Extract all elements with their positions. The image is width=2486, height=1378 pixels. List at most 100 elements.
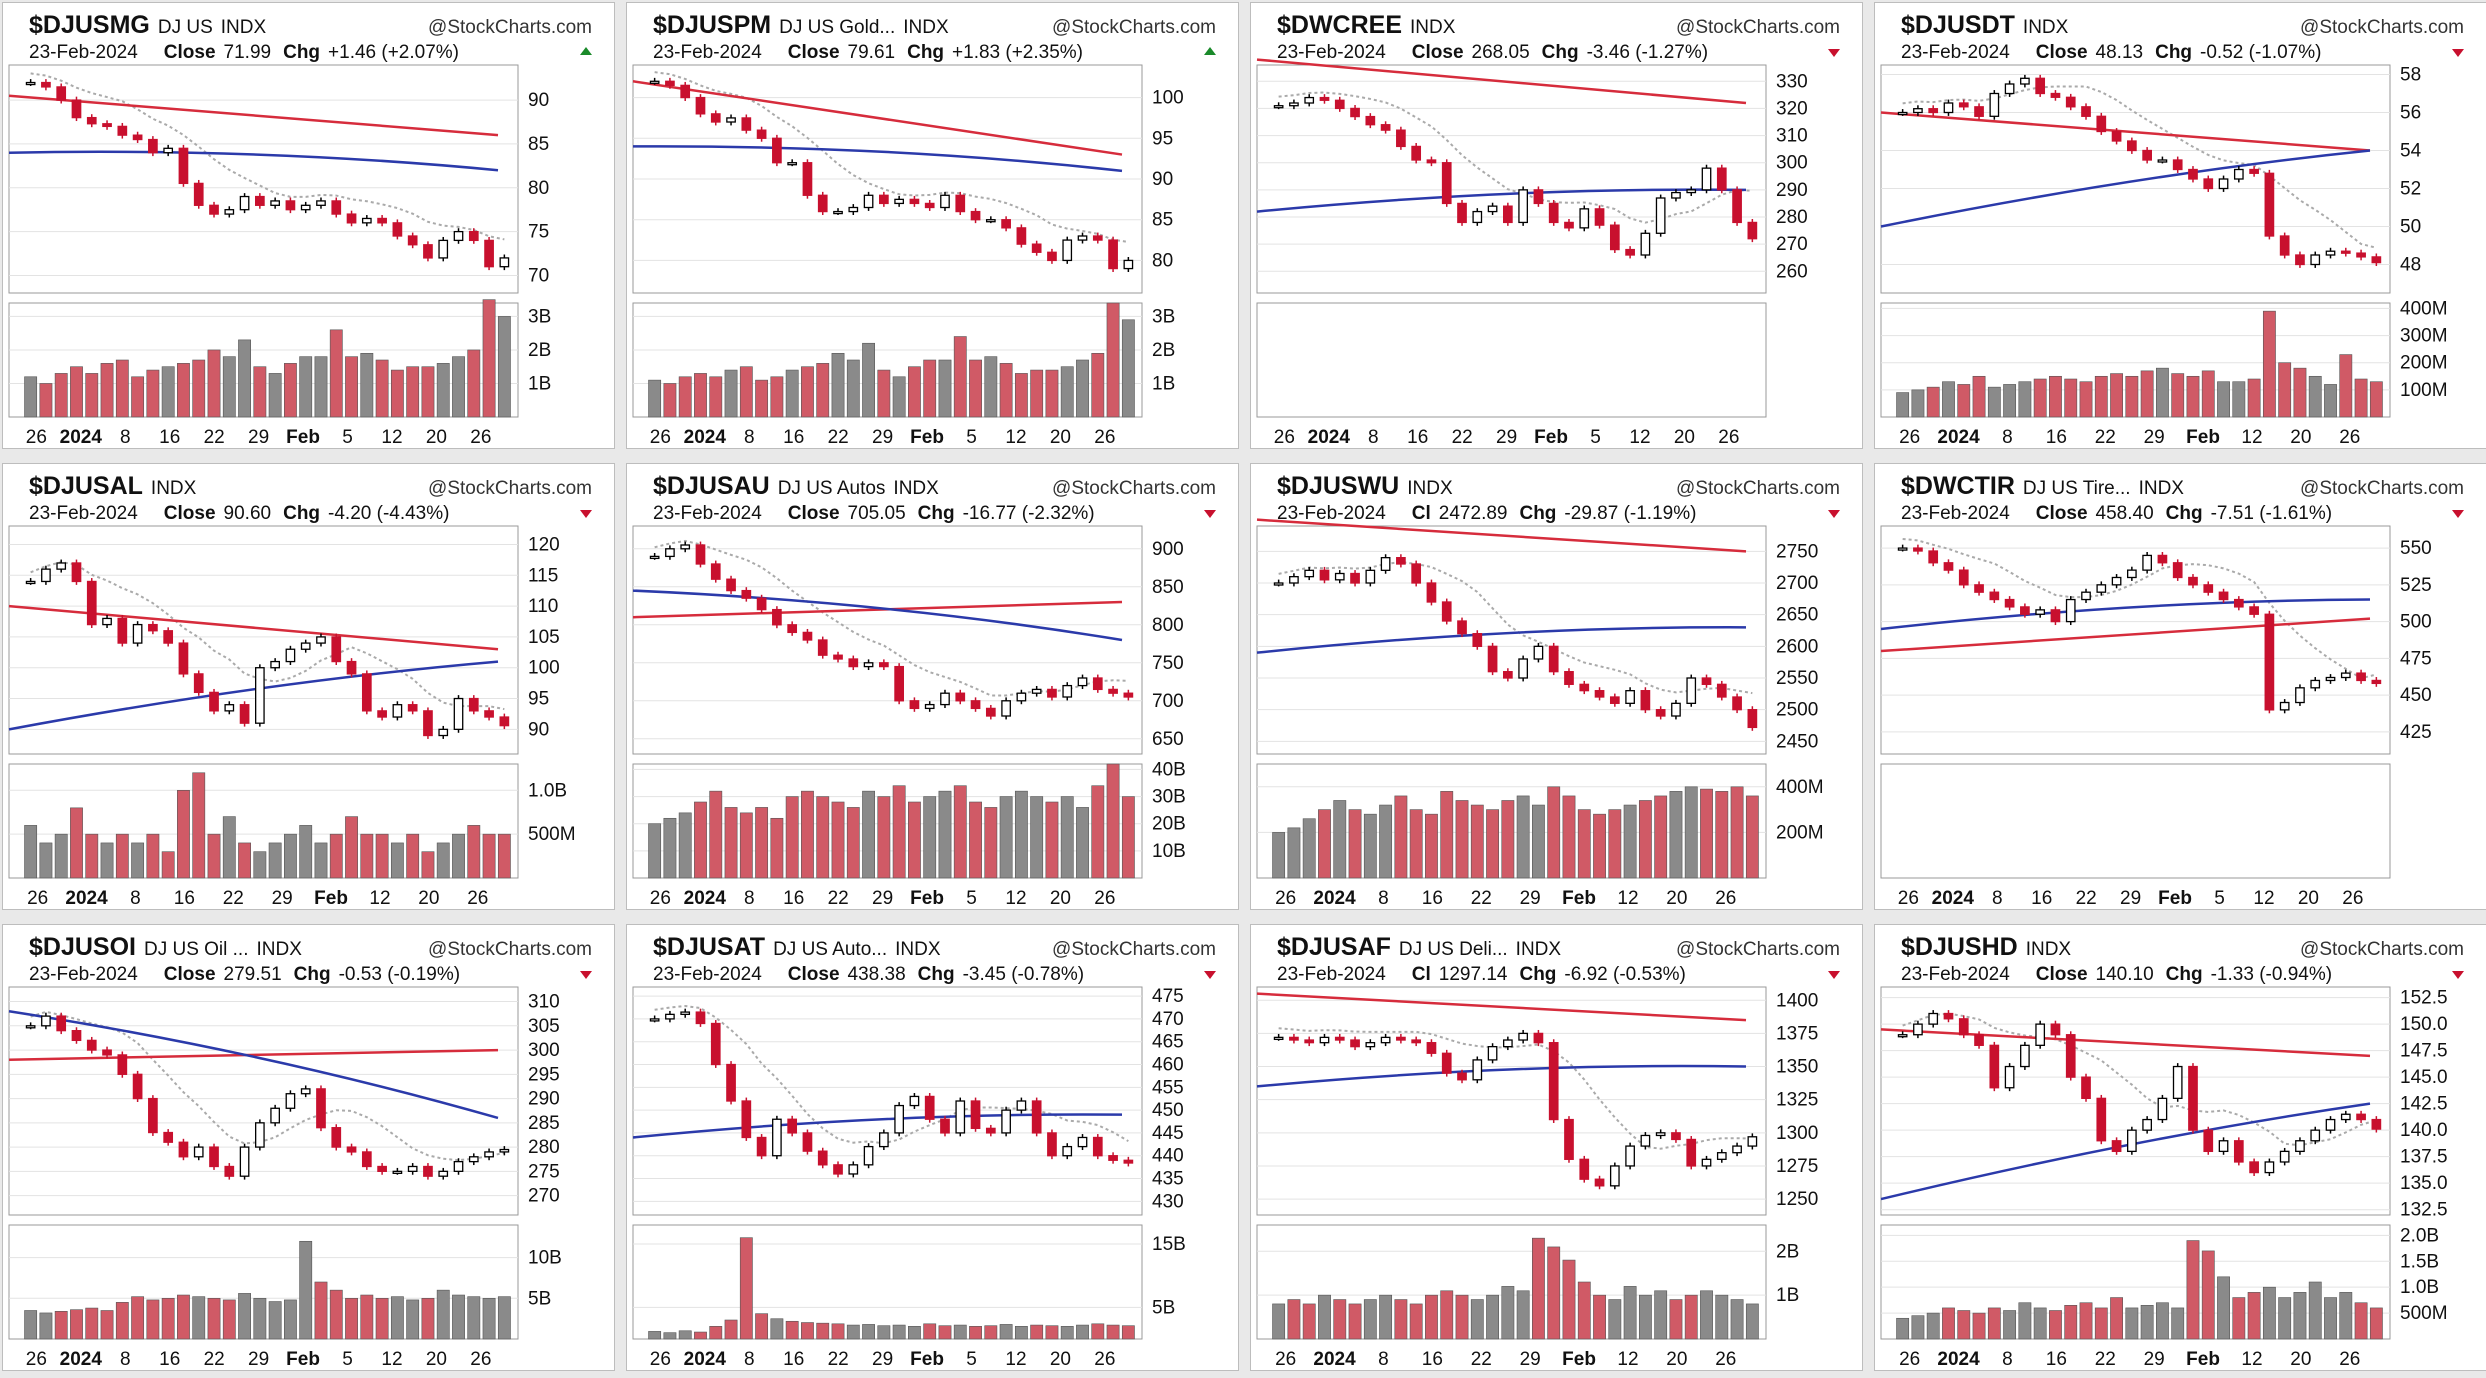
y-tick-label: 330 bbox=[1776, 71, 1808, 92]
volume-bar bbox=[1318, 1294, 1331, 1340]
chart-header: $DJUSPM DJ US Gold... INDX bbox=[653, 11, 949, 39]
candle bbox=[879, 662, 889, 668]
candle bbox=[423, 244, 433, 259]
vol-tick-label: 20B bbox=[1152, 814, 1186, 835]
y-tick-label: 54 bbox=[2400, 141, 2422, 162]
x-tick-label: 2024 bbox=[684, 888, 727, 909]
candle bbox=[817, 1150, 828, 1166]
volume-bar bbox=[1425, 1294, 1438, 1340]
candle bbox=[163, 630, 174, 644]
x-tick-label: 12 bbox=[369, 888, 390, 909]
chart-panel[interactable]: $DWCTIR DJ US Tire... INDX @StockCharts.com… bbox=[1874, 463, 2486, 910]
volume-bar bbox=[648, 823, 662, 879]
chart-svg: $DJUSHD INDX @StockCharts.com 23-Feb-2024 Cl… bbox=[1880, 933, 2464, 1370]
chart-panel[interactable]: $DJUSAU DJ US Autos INDX @StockCharts.com 23… bbox=[626, 463, 1239, 910]
chart-panel[interactable]: $DJUSMG DJ US INDX @StockCharts.com 23-Feb-2… bbox=[2, 2, 615, 449]
volume-bar bbox=[39, 842, 53, 879]
candle bbox=[680, 1011, 691, 1016]
candle bbox=[940, 692, 950, 706]
candle bbox=[1747, 1136, 1758, 1147]
price-frame bbox=[1256, 525, 1767, 755]
vol-tick-label: 400M bbox=[1776, 777, 1824, 798]
candle bbox=[1958, 102, 1969, 108]
volume-bar bbox=[452, 356, 465, 418]
candle bbox=[879, 1132, 889, 1148]
candle bbox=[1031, 688, 1042, 694]
index-name: DJ US Auto... bbox=[773, 939, 887, 960]
volume-bar bbox=[1486, 809, 1499, 879]
chg-value: +1.46 (+2.07%) bbox=[328, 42, 459, 63]
x-tick-label: Feb bbox=[910, 888, 944, 909]
candle bbox=[1441, 601, 1452, 622]
watermark: @StockCharts.com bbox=[1052, 17, 1216, 38]
volume-bar bbox=[131, 842, 145, 879]
candle bbox=[1655, 197, 1666, 234]
chart-panel[interactable]: $DWCREE INDX @StockCharts.com 23-Feb-2024 Cl… bbox=[1250, 2, 1863, 449]
date: 23-Feb-2024 bbox=[1901, 964, 2010, 985]
chg-label: Chg bbox=[294, 964, 331, 985]
info-line: 23-Feb-2024 Close 90.60 Chg -4.20 (-4.43%) bbox=[29, 503, 449, 524]
y-tick-label: 95 bbox=[1152, 128, 1173, 149]
x-tick-label: 12 bbox=[381, 1349, 402, 1370]
volume-bar bbox=[222, 1299, 236, 1340]
candle bbox=[726, 578, 736, 592]
volume-bar bbox=[1562, 1259, 1576, 1340]
y-tick-label: 450 bbox=[1152, 1100, 1184, 1121]
volume-bar bbox=[2171, 373, 2185, 418]
ma-red-line bbox=[632, 600, 1123, 619]
y-tick-label: 52 bbox=[2400, 179, 2421, 200]
candle bbox=[1487, 645, 1498, 673]
candle bbox=[1487, 205, 1498, 213]
volume-bar bbox=[39, 383, 53, 418]
close-value: 458.40 bbox=[2096, 503, 2154, 524]
volume-bar bbox=[739, 812, 753, 879]
y-tick-label: 152.5 bbox=[2400, 988, 2448, 1009]
candle bbox=[1350, 1039, 1360, 1048]
ma-blue-line bbox=[632, 145, 1123, 173]
x-tick-label: 20 bbox=[1666, 1349, 1687, 1370]
close-label: Cl bbox=[1412, 503, 1431, 524]
y-tick-label: 50 bbox=[2400, 217, 2421, 238]
candle bbox=[239, 704, 250, 724]
volume-bar bbox=[999, 363, 1013, 418]
volume-bar bbox=[1440, 1290, 1454, 1340]
ma-blue-line bbox=[1880, 149, 2371, 228]
y-tick-label: 142.5 bbox=[2400, 1094, 2448, 1115]
chart-panel[interactable]: $DJUSHD INDX @StockCharts.com 23-Feb-2024 Cl… bbox=[1874, 924, 2486, 1371]
candle bbox=[285, 648, 296, 663]
watermark: @StockCharts.com bbox=[428, 17, 592, 38]
chart-panel[interactable]: $DJUSAT DJ US Auto... INDX @StockCharts.com… bbox=[626, 924, 1239, 1371]
candle bbox=[2020, 77, 2030, 85]
price-frame bbox=[1880, 64, 2391, 294]
vol-tick-label: 1.0B bbox=[528, 780, 567, 801]
candle bbox=[1548, 645, 1559, 673]
candle bbox=[665, 1013, 675, 1020]
candle bbox=[270, 1107, 280, 1124]
chart-panel[interactable]: $DJUSPM DJ US Gold... INDX @StockCharts.com… bbox=[626, 2, 1239, 449]
close-label: Close bbox=[2036, 503, 2088, 524]
candle bbox=[270, 200, 280, 206]
chart-panel[interactable]: $DJUSWU INDX @StockCharts.com 23-Feb-2024 Cl… bbox=[1250, 463, 1863, 910]
x-tick-label: 16 bbox=[1407, 427, 1428, 448]
chart-panel[interactable]: $DJUSAF DJ US Deli... INDX @StockCharts.com… bbox=[1250, 924, 1863, 1371]
x-tick-label: 12 bbox=[1005, 888, 1026, 909]
candle bbox=[1031, 1100, 1042, 1134]
chart-panel[interactable]: $DJUSDT INDX @StockCharts.com 23-Feb-2024 Cl… bbox=[1874, 2, 2486, 449]
candle bbox=[955, 692, 966, 702]
volume-bar bbox=[24, 376, 38, 418]
close-value: 705.05 bbox=[848, 503, 906, 524]
volume-bar bbox=[1957, 384, 1971, 418]
chart-panel[interactable]: $DJUSAL INDX @StockCharts.com 23-Feb-2024 Cl… bbox=[2, 463, 615, 910]
ma-dotted-line bbox=[654, 71, 1129, 243]
x-tick-label: 2024 bbox=[1313, 1349, 1356, 1370]
candle bbox=[2157, 159, 2168, 163]
volume-bar bbox=[222, 356, 236, 418]
volume-bar bbox=[816, 363, 830, 418]
x-tick-label: 5 bbox=[966, 427, 977, 448]
chart-panel[interactable]: $DJUSOI DJ US Oil ... INDX @StockCharts.com… bbox=[2, 924, 615, 1371]
x-tick-label: 16 bbox=[174, 888, 195, 909]
candle bbox=[468, 697, 479, 712]
x-tick-label: 12 bbox=[2241, 427, 2262, 448]
y-tick-label: 70 bbox=[528, 265, 549, 286]
candle bbox=[2096, 584, 2107, 593]
